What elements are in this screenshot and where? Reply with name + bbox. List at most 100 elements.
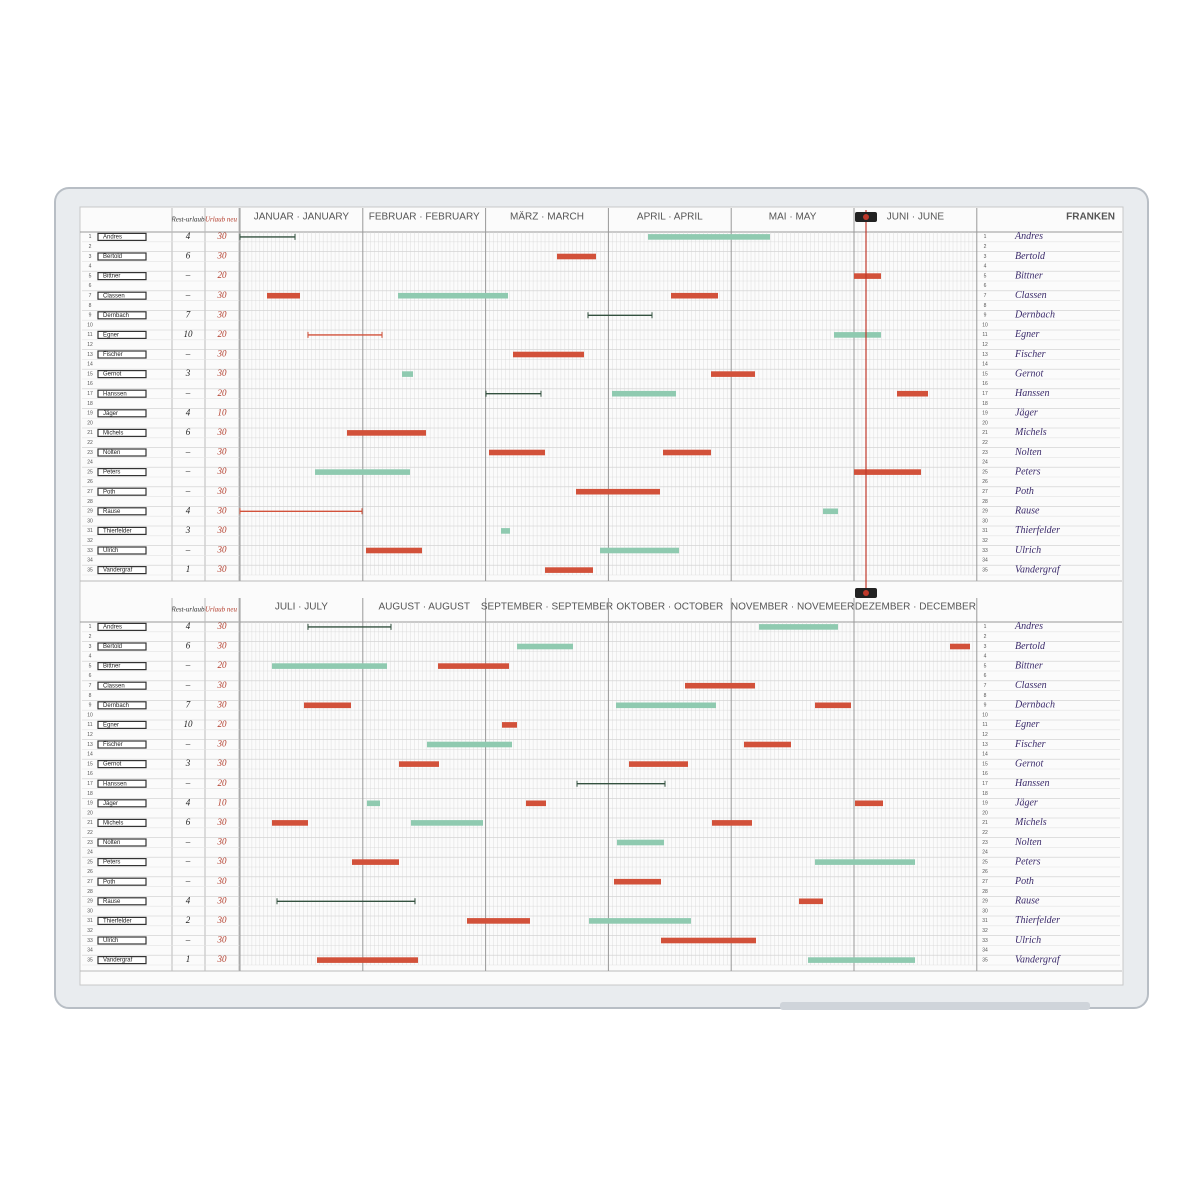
vacation-bar — [411, 820, 483, 826]
vacation-bar — [399, 761, 439, 767]
row-number: 6 — [89, 283, 92, 289]
vacation-bar — [402, 371, 413, 377]
row-number: 26 — [87, 869, 93, 875]
row-number: 28 — [87, 889, 93, 895]
row-number: 26 — [982, 869, 988, 875]
row-number: 20 — [982, 810, 988, 816]
row-number: 18 — [982, 791, 988, 797]
name-handwritten: Bertold — [1015, 641, 1046, 652]
name-tag — [97, 389, 147, 398]
rest-days: 3 — [185, 368, 191, 378]
row-number: 2 — [89, 244, 92, 250]
vacation-bar — [589, 918, 691, 924]
vacation-bar — [759, 624, 838, 630]
total-days: 30 — [217, 368, 228, 378]
name-label: Vandergraf — [103, 568, 133, 574]
row-number: 6 — [984, 283, 987, 289]
row-number: 30 — [87, 518, 93, 524]
rest-days: – — [185, 856, 191, 866]
row-number: 33 — [87, 548, 93, 554]
row-number: 4 — [984, 264, 987, 270]
rest-days: 1 — [186, 954, 191, 964]
name-tag — [97, 740, 147, 749]
name-handwritten: Andres — [1014, 231, 1043, 242]
row-number: 23 — [87, 450, 93, 456]
row-number: 34 — [87, 558, 93, 564]
name-handwritten: Jäger — [1015, 408, 1038, 419]
name-tag — [97, 272, 147, 281]
rest-days: 6 — [186, 641, 191, 651]
row-number: 29 — [87, 509, 93, 515]
row-number: 21 — [87, 820, 93, 826]
name-handwritten: Andres — [1014, 621, 1043, 632]
row-number: 32 — [982, 538, 988, 544]
row-number: 26 — [982, 479, 988, 485]
name-label: Thierfelder — [103, 528, 132, 534]
row-number: 34 — [982, 948, 988, 954]
row-number: 19 — [87, 801, 93, 807]
row-number: 17 — [87, 391, 93, 397]
name-handwritten: Nolten — [1014, 447, 1042, 458]
row-number: 8 — [984, 693, 987, 699]
row-number: 19 — [982, 411, 988, 417]
rest-days: – — [185, 466, 191, 476]
name-handwritten: Rause — [1014, 506, 1040, 517]
row-number: 16 — [87, 771, 93, 777]
name-handwritten: Thierfelder — [1015, 915, 1060, 926]
name-tag — [97, 252, 147, 261]
row-number: 35 — [982, 957, 988, 963]
vacation-bar — [685, 682, 755, 689]
total-days: 30 — [217, 231, 228, 241]
name-handwritten: Fischer — [1014, 349, 1046, 360]
row-number: 1 — [89, 624, 92, 630]
vacation-bar — [854, 469, 921, 475]
name-handwritten: Ulrich — [1015, 545, 1041, 556]
name-tag — [97, 818, 147, 828]
row-number: 31 — [982, 918, 988, 924]
row-number: 1 — [984, 234, 987, 240]
name-label: Dernbach — [103, 313, 129, 319]
rest-days: 6 — [186, 427, 191, 437]
row-number: 6 — [89, 673, 92, 679]
row-number: 7 — [984, 683, 987, 689]
vacation-bar — [950, 643, 970, 650]
name-tag — [97, 838, 147, 847]
vacation-bar — [711, 371, 755, 377]
name-label: Egner — [103, 332, 119, 338]
total-days: 30 — [217, 641, 228, 651]
name-label: Jäger — [103, 411, 118, 417]
column-header: Urlaub neu — [205, 216, 238, 224]
vacation-bar — [616, 702, 716, 709]
vacation-bar — [614, 878, 661, 885]
name-label: Classen — [103, 293, 125, 299]
name-handwritten: Classen — [1015, 680, 1047, 691]
row-number: 10 — [87, 322, 93, 328]
row-number: 28 — [982, 499, 988, 505]
total-days: 30 — [217, 954, 228, 964]
name-tag — [97, 661, 147, 671]
row-number: 5 — [89, 663, 92, 669]
row-number: 3 — [984, 254, 987, 260]
total-days: 30 — [217, 564, 228, 574]
name-label: Jäger — [103, 801, 118, 807]
row-number: 33 — [87, 938, 93, 944]
rest-days: – — [185, 837, 191, 847]
vacation-bar — [347, 430, 426, 436]
name-label: Peters — [103, 470, 120, 476]
month-label: APRIL · APRIL — [637, 212, 703, 223]
row-number: 27 — [87, 489, 93, 495]
name-tag — [97, 779, 147, 788]
vacation-bar — [648, 234, 770, 240]
row-number: 16 — [982, 771, 988, 777]
row-number: 16 — [87, 381, 93, 387]
name-handwritten: Hanssen — [1014, 388, 1049, 399]
name-tag — [97, 897, 147, 906]
row-number: 22 — [87, 440, 93, 446]
row-number: 35 — [87, 567, 93, 573]
vacation-bar — [317, 957, 418, 963]
rest-days: 10 — [184, 719, 194, 729]
row-number: 19 — [87, 411, 93, 417]
vacation-bar — [712, 820, 752, 826]
name-tag — [97, 720, 147, 730]
name-label: Nolten — [103, 840, 120, 846]
